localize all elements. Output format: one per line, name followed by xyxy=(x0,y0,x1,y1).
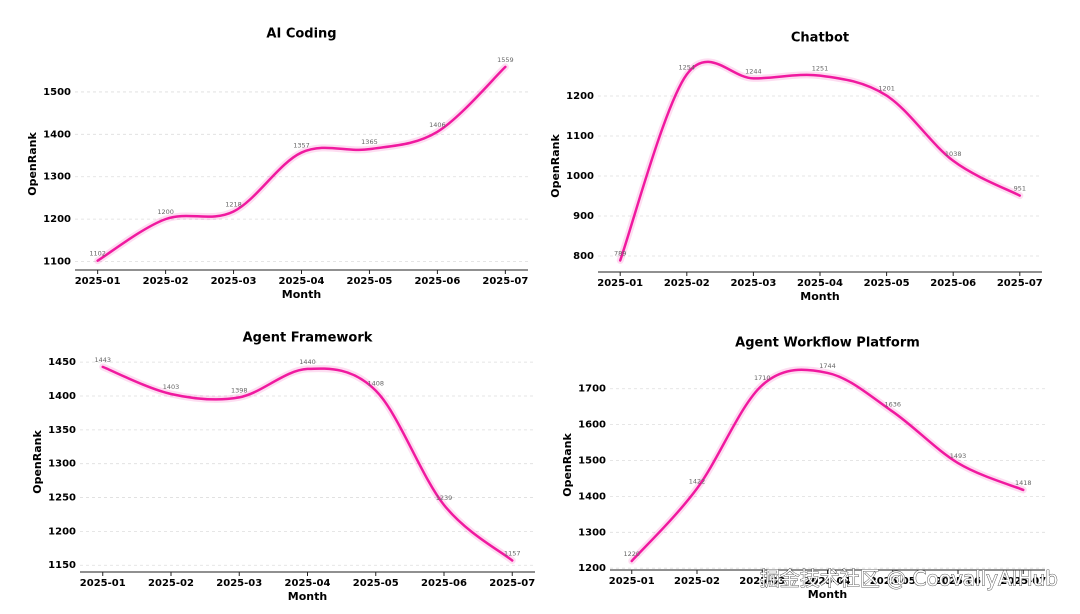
data-label: 1440 xyxy=(299,358,316,366)
y-axis-label: OpenRank xyxy=(31,430,44,494)
data-label: 1254 xyxy=(679,63,696,71)
y-tick-label: 1300 xyxy=(43,172,71,183)
data-label: 1422 xyxy=(689,478,706,486)
y-tick-label: 1100 xyxy=(43,257,71,268)
y-tick-label: 1600 xyxy=(578,420,606,431)
x-tick-label: 2025-03 xyxy=(739,576,785,587)
y-tick-label: 1400 xyxy=(48,391,76,402)
x-tick-label: 2025-03 xyxy=(730,278,776,289)
data-label: 1398 xyxy=(231,386,248,394)
data-label: 1710 xyxy=(754,374,771,382)
watermark: 掘金技术社区 @ CoovallyAIHub xyxy=(760,567,1058,591)
data-label: 951 xyxy=(1014,185,1026,193)
y-tick-label: 1400 xyxy=(43,129,71,140)
x-axis-label: Month xyxy=(288,590,327,603)
y-tick-label: 1350 xyxy=(48,425,76,436)
data-label: 1200 xyxy=(157,208,174,216)
x-tick-label: 2025-01 xyxy=(75,276,121,287)
y-tick-label: 1450 xyxy=(48,357,76,368)
x-tick-label: 2025-03 xyxy=(211,276,257,287)
x-tick-label: 2025-01 xyxy=(597,278,643,289)
data-label: 1443 xyxy=(94,356,111,364)
x-axis-label: Month xyxy=(808,588,847,601)
x-tick-label: 2025-05 xyxy=(870,576,916,587)
y-axis-label: OpenRank xyxy=(561,433,574,497)
line xyxy=(96,65,507,262)
x-tick-label: 2025-02 xyxy=(674,576,720,587)
line xyxy=(630,368,1025,563)
y-axis-label: OpenRank xyxy=(26,132,39,196)
y-tick-label: 900 xyxy=(573,211,594,222)
data-label: 789 xyxy=(614,249,626,257)
y-tick-label: 1300 xyxy=(578,527,606,538)
x-tick-label: 2025-05 xyxy=(346,276,392,287)
data-label: 1251 xyxy=(812,65,829,73)
data-label: 1244 xyxy=(745,67,762,75)
data-label: 1102 xyxy=(89,250,106,258)
line-glow xyxy=(94,63,509,265)
y-tick-label: 1000 xyxy=(566,171,594,182)
x-tick-label: 2025-03 xyxy=(216,578,262,589)
y-tick-label: 1200 xyxy=(578,563,606,574)
y-tick-label: 1200 xyxy=(43,214,71,225)
data-label: 1357 xyxy=(293,142,310,150)
x-tick-label: 2025-04 xyxy=(279,276,325,287)
data-label: 1403 xyxy=(163,383,180,391)
y-tick-label: 1250 xyxy=(48,493,76,504)
y-tick-label: 1300 xyxy=(48,459,76,470)
chart-title: Agent Workflow Platform xyxy=(735,336,920,351)
y-tick-label: 800 xyxy=(573,251,594,262)
x-tick-label: 2025-01 xyxy=(609,576,655,587)
data-label: 1365 xyxy=(361,138,378,146)
chart-title: AI Coding xyxy=(266,27,336,42)
line-glow xyxy=(616,58,1024,264)
x-tick-label: 2025-02 xyxy=(148,578,194,589)
x-axis-label: Month xyxy=(282,288,321,301)
data-label: 1418 xyxy=(1015,479,1032,487)
x-tick-label: 2025-05 xyxy=(864,278,910,289)
data-label: 1408 xyxy=(367,380,384,388)
x-tick-label: 2025-04 xyxy=(805,576,851,587)
data-label: 1201 xyxy=(878,85,895,93)
data-label: 1406 xyxy=(429,121,446,129)
data-label: 1157 xyxy=(504,549,521,557)
data-label: 1636 xyxy=(884,401,901,409)
data-label: 1220 xyxy=(623,550,640,558)
x-tick-label: 2025-05 xyxy=(353,578,399,589)
x-tick-label: 2025-06 xyxy=(421,578,467,589)
x-tick-label: 2025-06 xyxy=(414,276,460,287)
line xyxy=(618,60,1022,262)
chart-title: Agent Framework xyxy=(243,331,373,346)
y-tick-label: 1500 xyxy=(578,456,606,467)
x-tick-label: 2025-06 xyxy=(930,278,976,289)
chart-title: Chatbot xyxy=(791,31,849,46)
x-tick-label: 2025-04 xyxy=(285,578,331,589)
y-tick-label: 1200 xyxy=(566,91,594,102)
y-tick-label: 1400 xyxy=(578,491,606,502)
x-tick-label: 2025-07 xyxy=(997,278,1043,289)
data-label: 1559 xyxy=(497,56,514,64)
x-tick-label: 2025-06 xyxy=(935,576,981,587)
data-label: 1744 xyxy=(819,362,836,370)
y-tick-label: 1700 xyxy=(578,384,606,395)
data-label: 1239 xyxy=(436,494,453,502)
x-tick-label: 2025-02 xyxy=(664,278,710,289)
y-tick-label: 1150 xyxy=(48,560,76,571)
y-tick-label: 1500 xyxy=(43,87,71,98)
data-label: 1218 xyxy=(225,200,242,208)
x-tick-label: 2025-07 xyxy=(482,276,528,287)
x-axis-label: Month xyxy=(800,290,839,303)
x-tick-label: 2025-04 xyxy=(797,278,843,289)
line xyxy=(101,365,514,562)
x-tick-label: 2025-01 xyxy=(80,578,126,589)
data-label: 1493 xyxy=(950,452,967,460)
y-tick-label: 1200 xyxy=(48,526,76,537)
y-tick-label: 1100 xyxy=(566,131,594,142)
y-axis-label: OpenRank xyxy=(549,134,562,198)
x-tick-label: 2025-07 xyxy=(1000,576,1046,587)
data-label: 1038 xyxy=(945,150,962,158)
x-tick-label: 2025-02 xyxy=(143,276,189,287)
x-tick-label: 2025-07 xyxy=(489,578,535,589)
